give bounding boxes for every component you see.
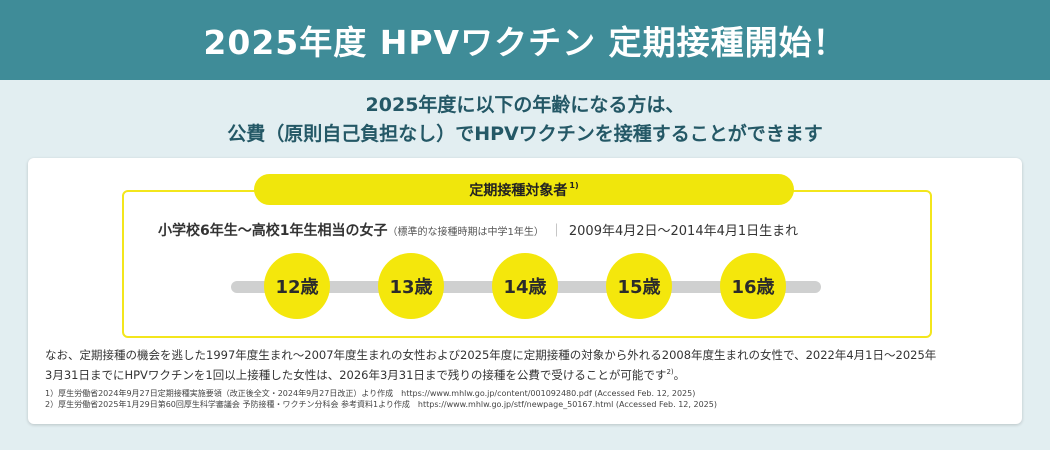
page-title: 2025年度 HPVワクチン 定期接種開始！ — [203, 23, 847, 62]
catch-up-note-line-2: 3月31日までにHPVワクチンを1回以上接種した女性は、2026年3月31日まで… — [45, 367, 686, 382]
target-who-note: （標準的な接種時期は中学1年生） — [387, 227, 544, 238]
subtitle: 2025年度に以下の年齢になる方は、 公費（原則自己負担なし）でHPVワクチンを… — [0, 91, 1050, 149]
catch-up-note: なお、定期接種の機会を逃した1997年度生まれ～2007年度生まれの女性および2… — [45, 347, 1015, 384]
age-circle-12: 12歳 — [264, 253, 330, 319]
footnote-1: 1）厚生労働省2024年9月27日定期接種実施要領（改正後全文・2024年9月2… — [45, 389, 696, 398]
target-description: 小学校6年生～高校1年生相当の女子（標準的な接種時期は中学1年生） ｜ 2009年4… — [158, 220, 898, 240]
footnotes: 1）厚生労働省2024年9月27日定期接種実施要領（改正後全文・2024年9月2… — [45, 388, 1015, 410]
info-card: 定期接種対象者 1) 小学校6年生～高校1年生相当の女子（標準的な接種時期は中学1… — [28, 158, 1022, 424]
target-label: 定期接種対象者 — [469, 182, 568, 199]
target-label-pill: 定期接種対象者 1) — [254, 174, 794, 205]
catch-up-note-line-1: なお、定期接種の機会を逃した1997年度生まれ～2007年度生まれの女性および2… — [45, 348, 937, 362]
subtitle-line-2: 公費（原則自己負担なし）でHPVワクチンを接種することができます — [227, 123, 823, 145]
age-circle-13: 13歳 — [378, 253, 444, 319]
catch-up-note-ref: 2) — [666, 368, 674, 376]
age-circle-15: 15歳 — [606, 253, 672, 319]
footnote-2: 2）厚生労働省2025年1月29日第60回厚生科学審議会 予防接種・ワクチン分科… — [45, 400, 717, 409]
subtitle-line-1: 2025年度に以下の年齢になる方は、 — [365, 94, 685, 116]
age-circle-14: 14歳 — [492, 253, 558, 319]
target-label-ref: 1) — [569, 181, 579, 190]
target-birth-range: 2009年4月2日～2014年4月1日生まれ — [568, 224, 799, 239]
age-circle-16: 16歳 — [720, 253, 786, 319]
target-separator: ｜ — [549, 224, 563, 239]
title-banner: 2025年度 HPVワクチン 定期接種開始！ — [0, 0, 1050, 80]
target-who: 小学校6年生～高校1年生相当の女子 — [158, 223, 388, 239]
